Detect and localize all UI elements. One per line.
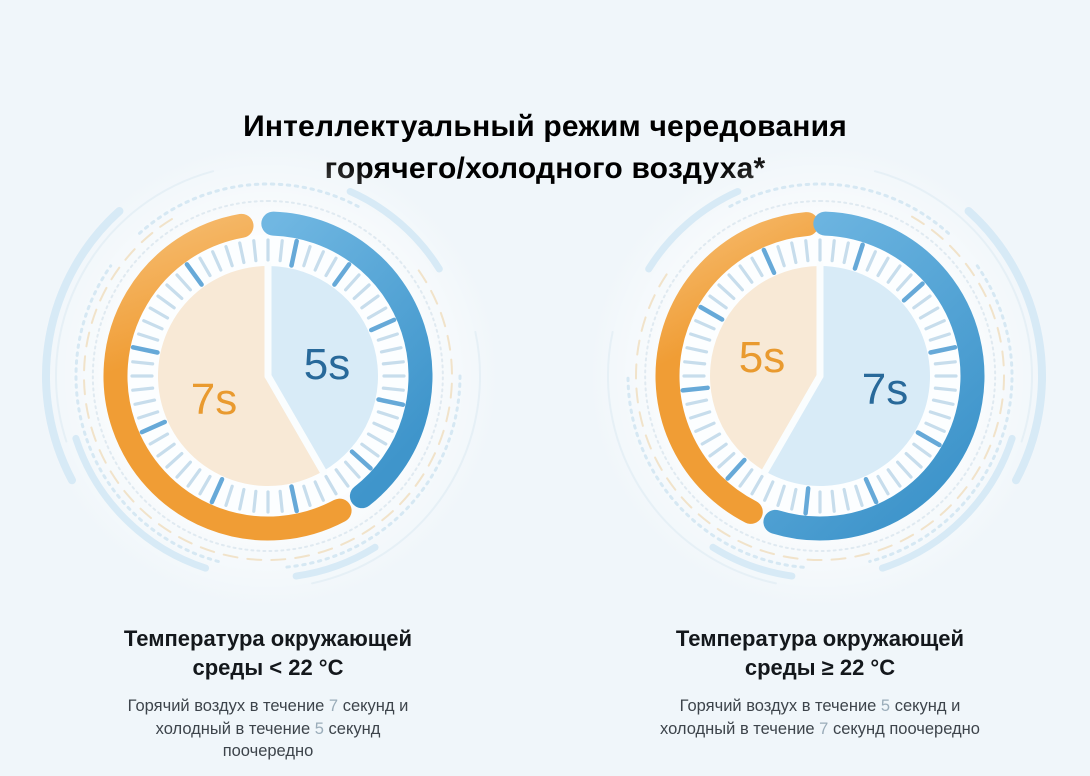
slice-divider [761,372,824,476]
warm-slice [157,266,323,487]
dial-description: Горячий воздух в течение 5 секунд и холод… [660,695,980,740]
warm-arc [103,213,352,541]
dial-description: Горячий воздух в течение 7 секунд и холод… [128,695,409,763]
duration-number: 5 [314,719,324,738]
warm-duration-label: 7s [191,375,237,424]
tick-ring [130,238,406,514]
warm-duration-label: 5s [739,333,785,382]
dial-heading-line1: Температура окружающей [123,626,413,651]
slice-divider [264,372,327,476]
page-title: Интеллектуальный режим чередования горяч… [0,106,1090,190]
description-text: холодный в течение [660,719,820,738]
description-text: Горячий воздух в течение [679,697,881,715]
dial-svg-left: 7s 5s [36,144,500,608]
dial-svg-right: 5s 7s [588,144,1052,608]
cool-duration-label: 5s [304,340,350,389]
description-text: холодный в течение [155,719,315,738]
dial-heading: Температура окружающей среды < 22 °C [124,624,412,682]
duration-number: 7 [819,719,829,738]
dial-heading-line2: среды < 22 °C [192,655,344,680]
duration-number: 7 [328,697,339,715]
cool-arc [763,211,985,541]
dial-section-warm-ambient: 5s 7s Температура окружающей среды ≥ 22 °… [588,144,1052,740]
decorative-rings [607,170,1046,585]
page-title-line2: горячего/холодного воздуха* [324,152,766,186]
dial-section-cold-ambient: 7s 5s Температура окружающей среды < 22 °… [36,144,500,763]
dial-heading-line1: Температура окружающей [675,626,965,651]
description-text: секунд и [890,697,961,715]
description-text: секунд [323,719,381,738]
description-text: поочередно [222,742,314,760]
dial-heading: Температура окружающей среды ≥ 22 °C [676,624,964,682]
page-title-line1: Интеллектуальный режим чередования [243,110,847,144]
warm-arc [655,212,819,524]
cool-slice [765,266,931,486]
cool-arc [261,211,433,509]
description-text: секунд поочередно [828,719,980,738]
tick-ring [680,238,958,516]
description-text: Горячий воздух в течение [127,697,329,715]
decorative-rings [42,170,481,585]
dial-cold-ambient: 7s 5s [36,144,500,608]
cool-duration-label: 7s [862,365,908,414]
duration-number: 5 [880,697,891,715]
dial-warm-ambient: 5s 7s [588,144,1052,608]
dial-heading-line2: среды ≥ 22 °C [744,655,896,680]
description-text: секунд и [338,697,409,715]
